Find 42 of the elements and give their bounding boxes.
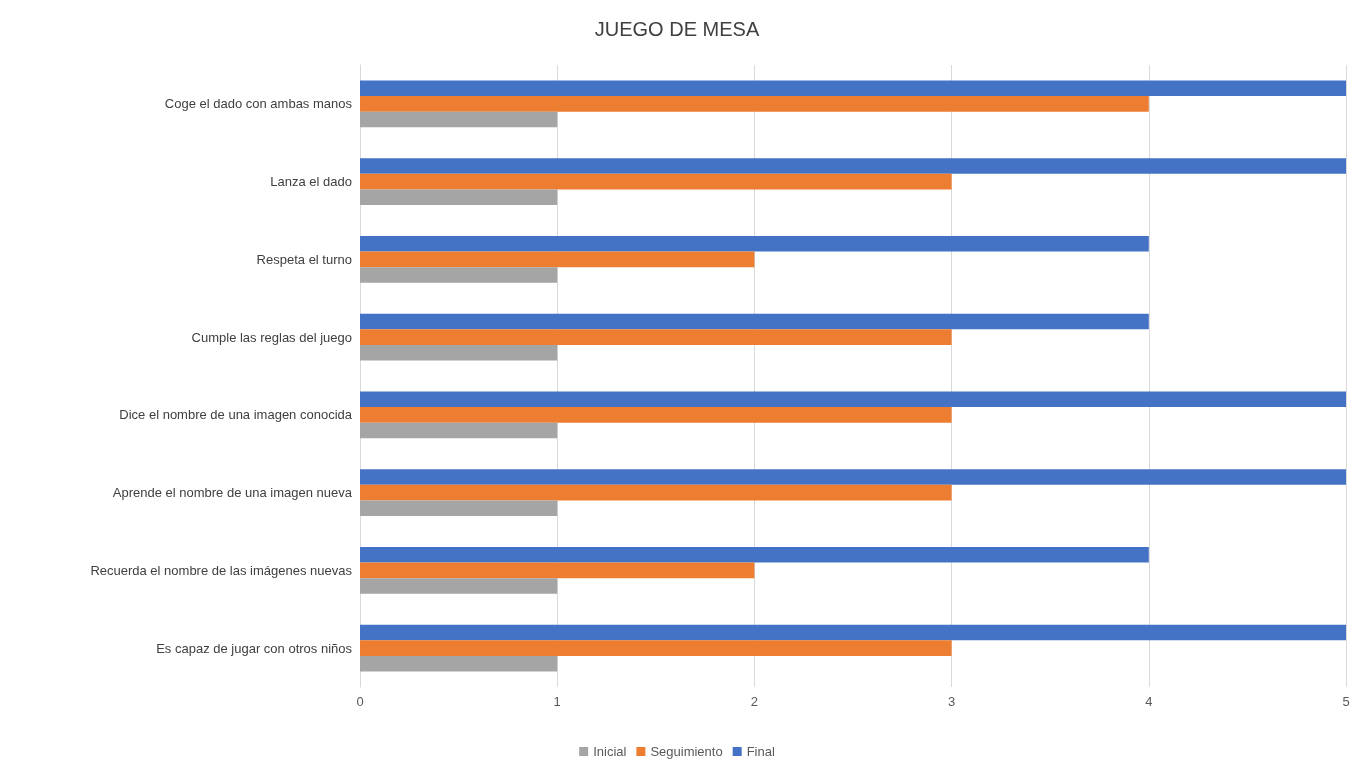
x-tick-label: 3 — [947, 694, 956, 709]
legend-label: Seguimiento — [650, 744, 723, 759]
bar — [360, 578, 558, 594]
y-tick-label: Es capaz de jugar con otros niños — [156, 640, 353, 656]
bar — [360, 329, 952, 345]
bar — [360, 422, 558, 439]
bar — [360, 313, 1149, 330]
bar — [360, 96, 1149, 112]
y-tick-label: Lanza el dado — [270, 174, 352, 190]
legend-label: Inicial — [593, 744, 627, 759]
bar — [360, 624, 1346, 641]
y-tick-label: Recuerda el nombre de las imágenes nuevas — [90, 562, 353, 578]
x-tick-label: 2 — [750, 694, 759, 709]
chart-title: JUEGO DE MESA — [594, 18, 760, 40]
bar — [360, 80, 1346, 97]
y-tick-label: Dice el nombre de una imagen conocida — [119, 407, 353, 423]
bar — [360, 391, 1346, 408]
y-tick-label: Cumple las reglas del juego — [191, 329, 352, 345]
bar — [360, 189, 558, 205]
bar — [360, 484, 952, 501]
bar — [360, 547, 1149, 563]
y-tick-label: Coge el dado con ambas manos — [164, 96, 353, 112]
x-tick-label: 4 — [1145, 694, 1153, 709]
bar — [360, 267, 558, 283]
bar — [360, 640, 952, 656]
bar — [360, 158, 1346, 174]
x-tick-label: 0 — [356, 694, 364, 709]
bar — [360, 251, 755, 268]
bar — [360, 344, 558, 361]
bar — [360, 236, 1149, 252]
y-tick-label: Respeta el turno — [256, 251, 352, 267]
bar — [360, 407, 952, 423]
bar — [360, 500, 558, 516]
bar — [360, 562, 755, 579]
bar — [360, 173, 952, 190]
y-tick-label: Aprende el nombre de una imagen nueva — [112, 485, 353, 501]
bar — [360, 469, 1346, 485]
bar — [360, 655, 558, 672]
x-tick-label: 5 — [1342, 694, 1350, 709]
bar — [360, 111, 558, 128]
x-tick-label: 1 — [553, 694, 561, 709]
legend-label: Final — [746, 744, 775, 759]
